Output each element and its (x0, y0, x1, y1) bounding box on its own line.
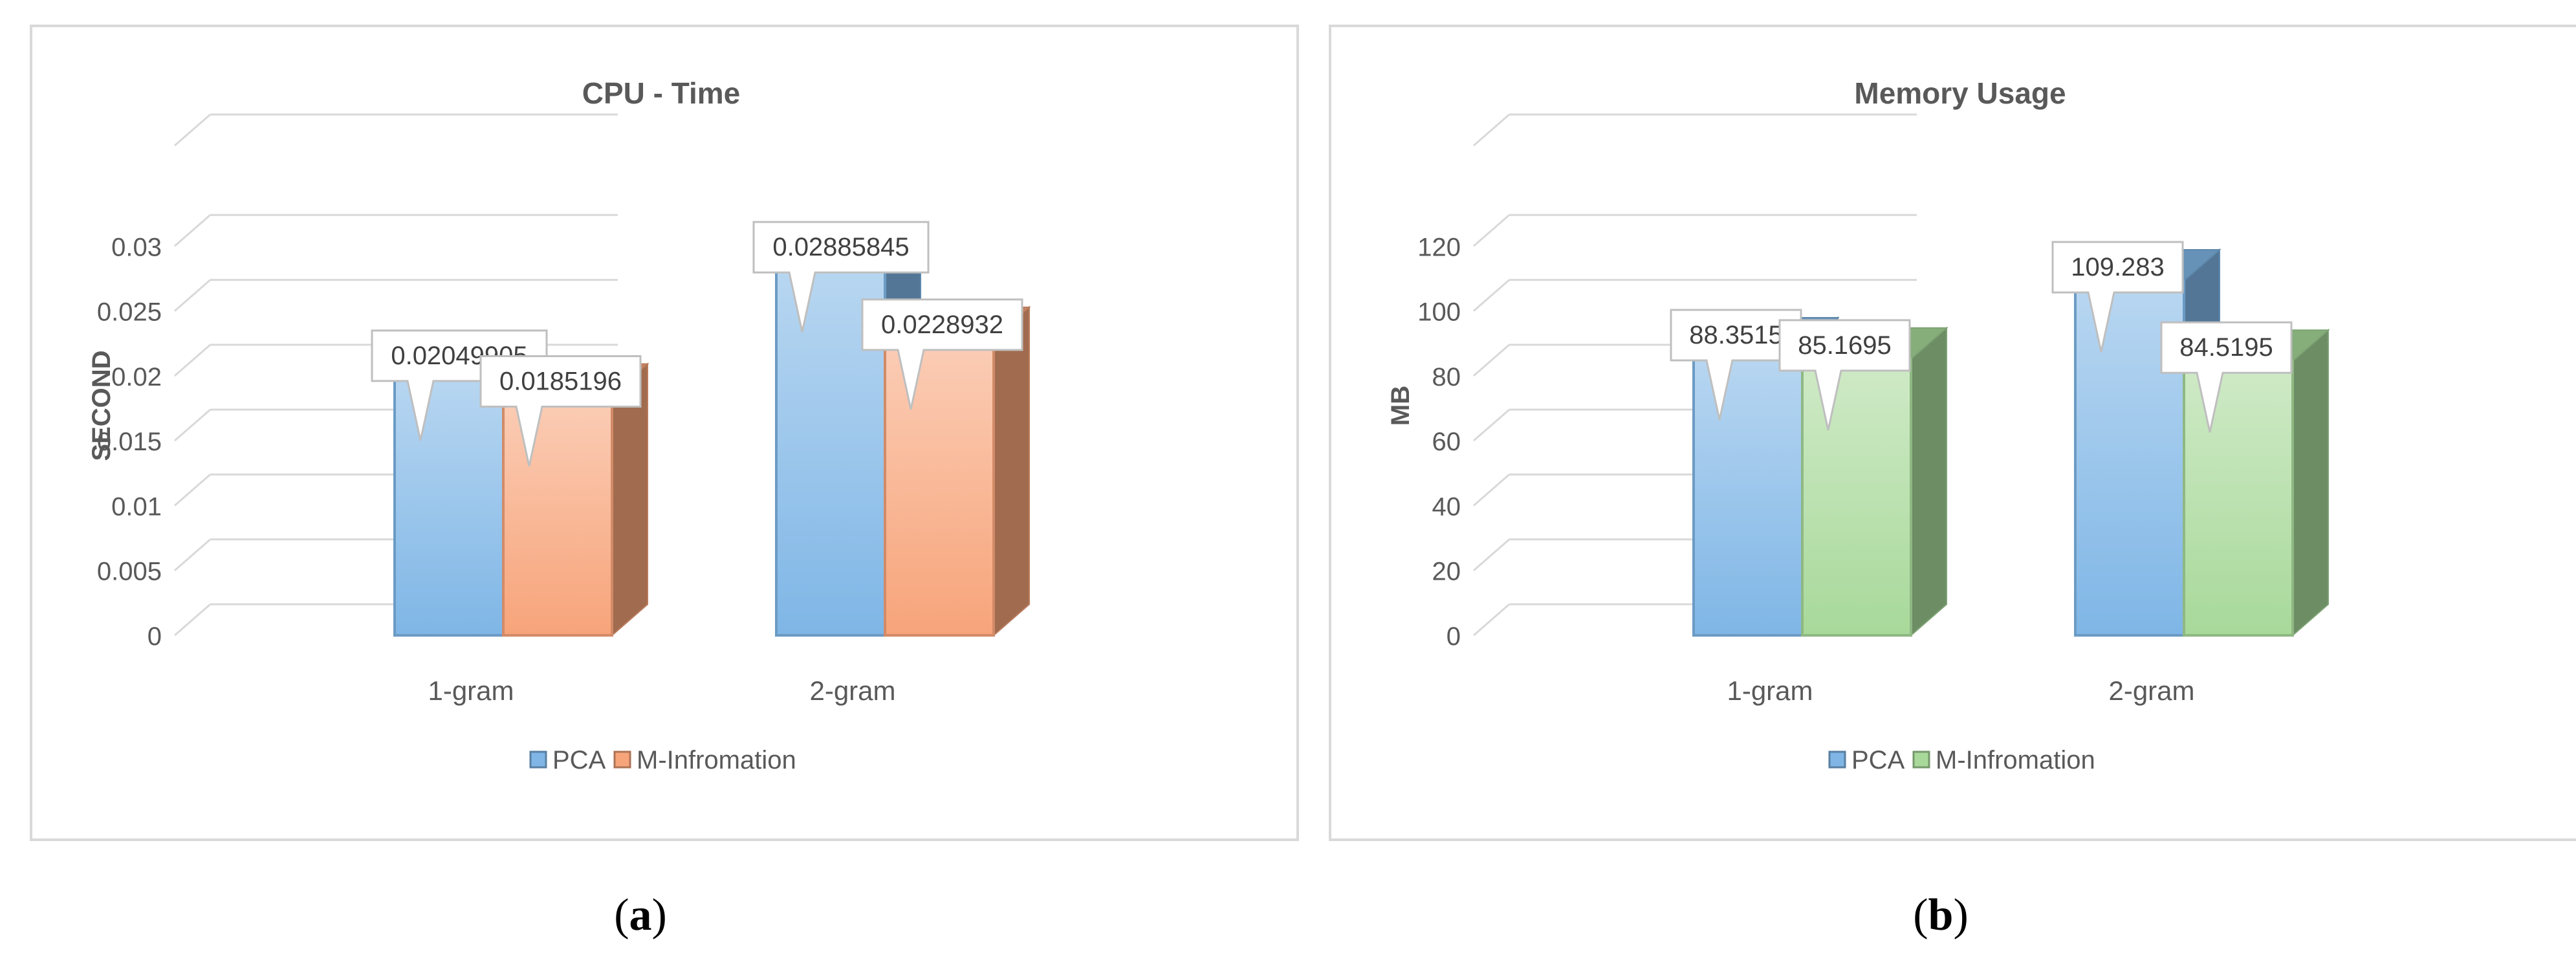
bar-m-infromation-2-gram (883, 305, 1031, 637)
gridline-diagonal (174, 279, 211, 312)
y-tick-label: 0.005 (97, 558, 162, 586)
data-label: 0.0185196 (499, 367, 622, 396)
data-label: 85.1695 (1798, 331, 1892, 360)
bar-front (884, 336, 995, 637)
legend: PCA M-Infromation (529, 746, 796, 774)
data-label: 88.3515 (1689, 321, 1783, 349)
data-label-callout: 0.0228932 (861, 298, 1023, 410)
bar-front (502, 393, 613, 637)
legend-swatch (613, 750, 631, 769)
x-tick-label: 1-gram (428, 675, 514, 706)
y-tick-label: 120 (1417, 233, 1461, 261)
gridline-diagonal (1473, 603, 1510, 637)
bar-front (1692, 347, 1804, 637)
bar-side (1910, 326, 1947, 637)
chart-memory-usage: Memory Usage 0 20 40 60 80 100 120 MB 1-gram 2-gra… (1386, 76, 2330, 774)
y-axis-label: SECOND (87, 350, 116, 461)
caption-b: (b) (1913, 890, 1969, 940)
y-tick-label: 40 (1432, 492, 1461, 521)
x-tick-label: 1-gram (1727, 675, 1813, 706)
data-label-callout: 85.1695 (1778, 319, 1911, 431)
gridline-diagonal (174, 344, 211, 377)
callout-box (1670, 309, 1802, 421)
gridline-diagonal (1473, 214, 1510, 247)
data-label: 109.283 (2071, 253, 2165, 281)
gridline-diagonal (1473, 344, 1510, 377)
legend-label: PCA (1851, 746, 1905, 774)
callout-box (2160, 321, 2293, 433)
y-tick-label: 0 (1446, 622, 1461, 651)
chart-panel-cpu-time: CPU - Time 0 0.005 0.01 0.015 0.02 0.025 0.03 SE… (30, 25, 1299, 841)
bar-front (393, 367, 505, 637)
gridline-diagonal (174, 538, 211, 571)
y-tick-label: 20 (1432, 558, 1461, 586)
data-label-callout: 0.02885845 (752, 221, 930, 333)
legend-label: M-Infromation (1936, 746, 2095, 774)
legend-label: PCA (552, 746, 606, 774)
data-label-callout: 84.5195 (2160, 321, 2293, 433)
callout-box (752, 221, 930, 333)
gridline-diagonal (174, 474, 211, 507)
legend: PCA M-Infromation (1828, 746, 2095, 774)
data-label-callout: 109.283 (2051, 241, 2184, 353)
chart-cpu-time: CPU - Time 0 0.005 0.01 0.015 0.02 0.025 0.03 SE… (87, 76, 1031, 774)
y-axis-label: MB (1386, 386, 1415, 426)
bar-front (1801, 357, 1912, 637)
legend-swatch (1828, 750, 1846, 769)
bar-m-infromation-1-gram (1800, 326, 1948, 637)
data-label-callout: 88.3515 (1670, 309, 1802, 421)
y-tick-label: 60 (1432, 428, 1461, 456)
x-tick-label: 2-gram (2108, 675, 2194, 706)
gridline-diagonal (1473, 113, 1510, 147)
gridline-diagonal (174, 113, 211, 147)
legend-swatch (1912, 750, 1930, 769)
gridline-diagonal (1473, 279, 1510, 312)
gridline-diagonal (1473, 474, 1510, 507)
y-tick-label: 0.015 (97, 428, 162, 456)
chart-title: CPU - Time (582, 76, 741, 110)
chart-title: Memory Usage (1854, 76, 2066, 110)
bar-front (2183, 360, 2294, 637)
data-label: 84.5195 (2179, 333, 2273, 362)
callout-box (1778, 319, 1911, 431)
callout-box (861, 298, 1023, 410)
y-tick-label: 0.01 (111, 492, 162, 521)
y-tick-label: 100 (1417, 298, 1461, 327)
bar-side (993, 305, 1030, 637)
y-tick-label: 0.03 (111, 233, 162, 261)
data-label: 0.0228932 (881, 311, 1003, 339)
bar-side (2292, 328, 2329, 637)
gridline-diagonal (1473, 538, 1510, 571)
caption-a: (a) (614, 890, 667, 940)
y-tick-label: 0.02 (111, 363, 162, 391)
y-tick-label: 80 (1432, 363, 1461, 391)
y-tick-label: 0 (147, 622, 162, 651)
gridline-diagonal (174, 409, 211, 442)
gridline-diagonal (174, 214, 211, 247)
legend-label: M-Infromation (637, 746, 796, 774)
chart-panel-memory-usage: Memory Usage 0 20 40 60 80 100 120 MB 1-gram 2-gra… (1329, 25, 2576, 841)
data-label-callout: 0.0185196 (479, 355, 642, 466)
x-tick-label: 2-gram (809, 675, 895, 706)
callout-box (479, 355, 642, 466)
gridline-diagonal (174, 603, 211, 637)
legend-swatch (529, 750, 547, 769)
bar-m-infromation-2-gram (2182, 328, 2330, 637)
callout-box (2051, 241, 2184, 353)
data-label: 0.02885845 (772, 233, 909, 261)
y-tick-label: 0.025 (97, 298, 162, 327)
gridline-diagonal (1473, 409, 1510, 442)
